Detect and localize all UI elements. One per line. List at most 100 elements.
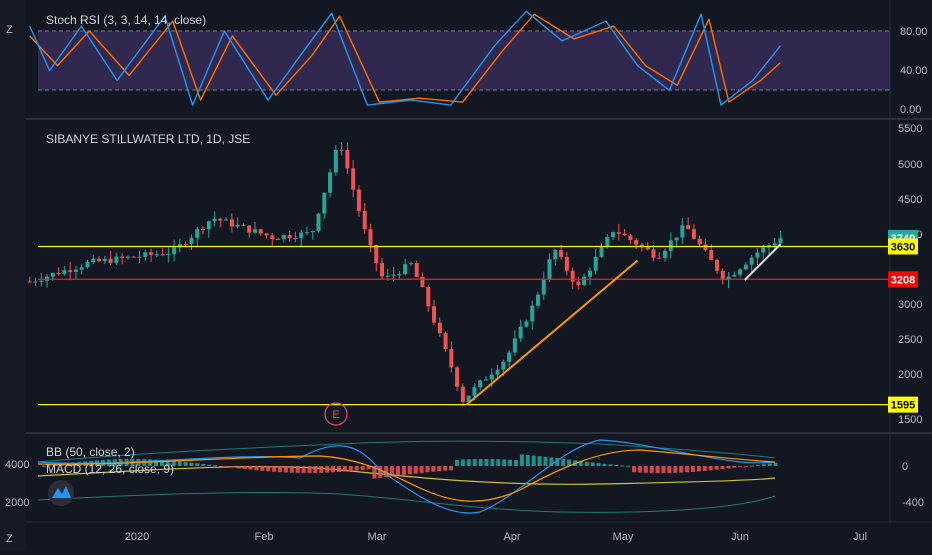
candle[interactable] xyxy=(345,142,350,175)
candle[interactable] xyxy=(420,272,425,288)
candle[interactable] xyxy=(241,223,246,226)
candle[interactable] xyxy=(27,276,32,283)
candle[interactable] xyxy=(755,248,760,266)
candle[interactable] xyxy=(97,256,102,263)
candle[interactable] xyxy=(351,160,356,198)
candle[interactable] xyxy=(108,250,113,265)
candle[interactable] xyxy=(137,251,142,263)
candle[interactable] xyxy=(657,252,662,259)
candle[interactable] xyxy=(68,262,73,281)
candle[interactable] xyxy=(247,225,252,238)
candle[interactable] xyxy=(651,245,656,262)
candle[interactable] xyxy=(293,231,298,243)
time-axis[interactable]: 2020 Feb Mar Apr May Jun Jul xyxy=(125,531,867,543)
candle[interactable] xyxy=(189,234,194,250)
candle[interactable] xyxy=(778,230,783,245)
candle[interactable] xyxy=(85,259,90,269)
candle[interactable] xyxy=(772,237,777,250)
candle[interactable] xyxy=(172,239,177,262)
candle[interactable] xyxy=(478,379,483,391)
left-toolbar[interactable] xyxy=(0,0,26,550)
candle[interactable] xyxy=(460,383,465,407)
candle[interactable] xyxy=(33,277,38,286)
candle[interactable] xyxy=(466,395,471,403)
candle[interactable] xyxy=(299,229,304,247)
candle[interactable] xyxy=(743,261,748,271)
candle[interactable] xyxy=(212,211,217,227)
candle[interactable] xyxy=(356,185,361,217)
candle[interactable] xyxy=(443,331,448,353)
candle[interactable] xyxy=(201,226,206,235)
candle[interactable] xyxy=(535,291,540,309)
candle[interactable] xyxy=(680,217,685,244)
candle[interactable] xyxy=(73,265,78,281)
candle[interactable] xyxy=(56,267,61,276)
candle[interactable] xyxy=(611,231,616,241)
candle[interactable] xyxy=(616,223,621,241)
candle[interactable] xyxy=(518,319,523,342)
candle[interactable] xyxy=(599,242,604,258)
candle[interactable] xyxy=(587,267,592,285)
candle[interactable] xyxy=(143,249,148,261)
candle[interactable] xyxy=(564,252,569,276)
candle[interactable] xyxy=(114,252,119,265)
candle[interactable] xyxy=(224,217,229,221)
candle[interactable] xyxy=(125,255,130,260)
candle[interactable] xyxy=(408,261,413,266)
candle[interactable] xyxy=(206,220,211,238)
candle[interactable] xyxy=(426,285,431,312)
candle[interactable] xyxy=(160,247,165,257)
candle[interactable] xyxy=(281,234,286,243)
earnings-marker[interactable] xyxy=(324,402,348,426)
candle[interactable] xyxy=(177,238,182,253)
candle[interactable] xyxy=(512,330,517,356)
candle[interactable] xyxy=(322,192,327,219)
candle[interactable] xyxy=(270,232,275,246)
candle[interactable] xyxy=(634,237,639,250)
price-pane[interactable]: SIBANYE STILLWATER LTD, 1D, JSE 5500 500… xyxy=(27,123,923,426)
candle[interactable] xyxy=(414,260,419,278)
candle[interactable] xyxy=(449,341,454,373)
candle[interactable] xyxy=(120,253,125,265)
candle[interactable] xyxy=(738,268,743,278)
candle[interactable] xyxy=(715,258,720,274)
bb-macd-pane[interactable]: BB (50, close, 2) MACD (12, 26, close, 9… xyxy=(5,439,924,514)
candle[interactable] xyxy=(149,248,154,262)
candle[interactable] xyxy=(628,234,633,245)
candle[interactable] xyxy=(720,268,725,285)
candle[interactable] xyxy=(166,247,171,263)
candle[interactable] xyxy=(310,230,315,240)
candle[interactable] xyxy=(553,249,558,266)
candle[interactable] xyxy=(374,244,379,272)
candle[interactable] xyxy=(380,257,385,280)
candle[interactable] xyxy=(252,222,257,234)
candle[interactable] xyxy=(524,319,529,328)
candle[interactable] xyxy=(703,239,708,252)
candle[interactable] xyxy=(333,145,338,177)
candle[interactable] xyxy=(668,232,673,259)
candle[interactable] xyxy=(218,217,223,228)
trend-line-0[interactable] xyxy=(466,259,639,406)
candle[interactable] xyxy=(495,365,500,377)
candle[interactable] xyxy=(484,376,489,381)
candle[interactable] xyxy=(697,235,702,247)
candle[interactable] xyxy=(304,226,309,235)
candle[interactable] xyxy=(235,217,240,229)
candle[interactable] xyxy=(397,270,402,279)
candle[interactable] xyxy=(154,250,159,258)
candle[interactable] xyxy=(732,271,737,278)
candle[interactable] xyxy=(316,213,321,233)
candle[interactable] xyxy=(328,169,333,198)
candle[interactable] xyxy=(195,226,200,246)
candle[interactable] xyxy=(362,203,367,234)
candle[interactable] xyxy=(258,228,263,236)
candle[interactable] xyxy=(264,232,269,239)
candle[interactable] xyxy=(455,366,460,391)
candle[interactable] xyxy=(91,255,96,265)
candle[interactable] xyxy=(339,142,344,156)
stoch-rsi-pane[interactable]: Stoch RSI (3, 3, 14, 14, close) 80.00 40… xyxy=(29,10,928,116)
candle[interactable] xyxy=(276,237,281,241)
candle[interactable] xyxy=(131,255,136,258)
candle[interactable] xyxy=(229,213,234,233)
trend-line-1[interactable] xyxy=(744,243,782,281)
